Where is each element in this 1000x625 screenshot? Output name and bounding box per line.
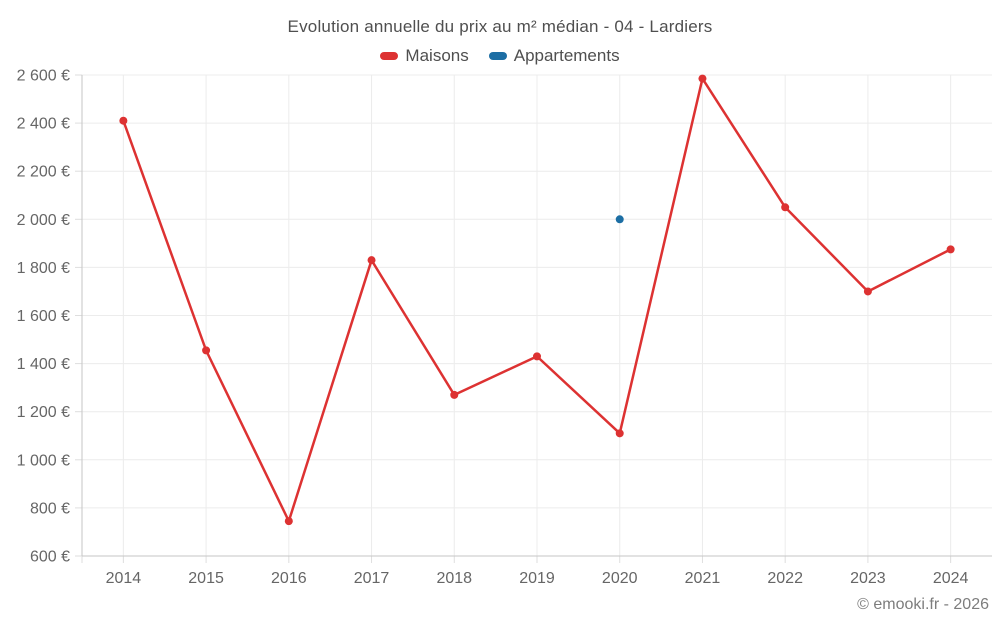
svg-text:600 €: 600 € [30, 549, 70, 566]
svg-text:2023: 2023 [850, 570, 886, 587]
svg-text:2015: 2015 [188, 570, 224, 587]
svg-text:1 600 €: 1 600 € [17, 308, 70, 325]
svg-text:2019: 2019 [519, 570, 555, 587]
svg-text:2024: 2024 [933, 570, 969, 587]
appartements-legend-swatch-icon [488, 52, 507, 60]
svg-text:800 €: 800 € [30, 500, 70, 517]
legend-item-maisons[interactable]: Maisons [380, 46, 469, 66]
maisons-legend-swatch-icon [380, 52, 399, 60]
maisons-legend-label: Maisons [405, 46, 469, 65]
svg-text:2018: 2018 [436, 570, 472, 587]
svg-text:2021: 2021 [685, 570, 721, 587]
svg-text:2017: 2017 [354, 570, 390, 587]
copyright-text: © emooki.fr - 2026 [857, 596, 989, 613]
svg-text:2 200 €: 2 200 € [17, 164, 70, 181]
svg-text:1 200 €: 1 200 € [17, 404, 70, 421]
svg-text:2020: 2020 [602, 570, 638, 587]
chart-title: Evolution annuelle du prix au m² médian … [287, 17, 713, 36]
svg-text:2 400 €: 2 400 € [17, 116, 70, 133]
svg-text:2 000 €: 2 000 € [17, 212, 70, 229]
svg-text:2 600 €: 2 600 € [17, 68, 70, 85]
svg-text:2022: 2022 [767, 570, 803, 587]
svg-text:1 800 €: 1 800 € [17, 260, 70, 277]
svg-text:1 400 €: 1 400 € [17, 356, 70, 373]
chart-legend: Maisons Appartements [0, 46, 1000, 66]
legend-item-appartements[interactable]: Appartements [488, 46, 620, 66]
svg-text:2014: 2014 [106, 570, 142, 587]
svg-text:2016: 2016 [271, 570, 307, 587]
svg-text:1 000 €: 1 000 € [17, 452, 70, 469]
appartements-legend-label: Appartements [513, 46, 620, 65]
